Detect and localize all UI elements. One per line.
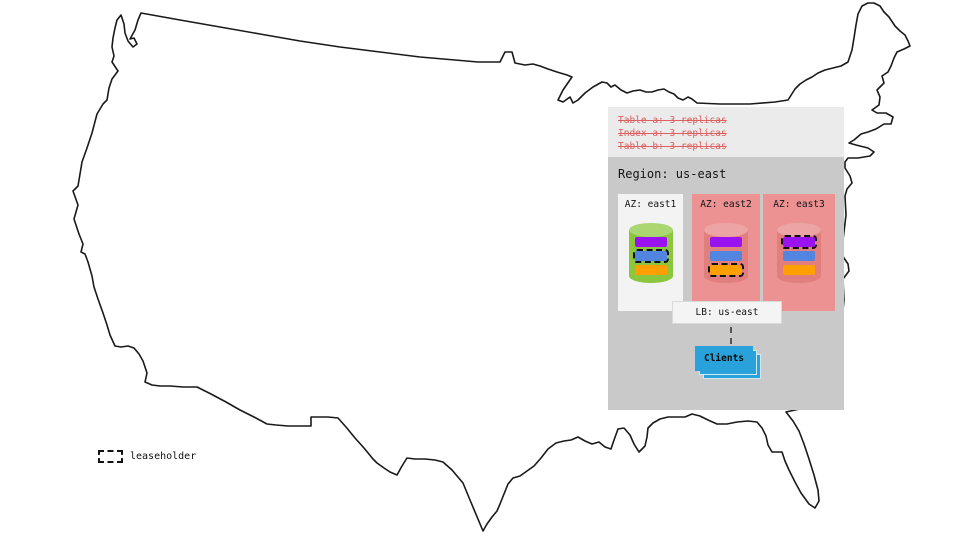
leaseholder-dashed-swatch xyxy=(98,450,123,463)
az-box-east3: AZ: east3 xyxy=(763,194,835,311)
replica-stack xyxy=(781,235,817,277)
az-box-east2: AZ: east2 xyxy=(692,194,760,311)
clients-box: Clients xyxy=(695,346,753,371)
replica-stack xyxy=(708,235,744,277)
replica-bar-leaseholder xyxy=(632,249,669,263)
database-node-cylinder xyxy=(704,223,748,283)
region-title: Region: us-east xyxy=(618,167,727,181)
replica-bar-leaseholder xyxy=(708,263,744,277)
database-node-cylinder xyxy=(628,223,673,283)
schema-note-table-b: Table b: 3 replicas xyxy=(618,141,727,152)
lb-clients-dashed-connector xyxy=(730,327,732,344)
cylinder-top-ellipse xyxy=(777,223,821,237)
replica-bar xyxy=(781,263,817,277)
cylinder-top-ellipse xyxy=(628,223,673,237)
region-box: Region: us-east AZ: east1 AZ: east2 xyxy=(608,157,844,410)
replica-bar xyxy=(633,235,669,249)
leaseholder-legend: leaseholder xyxy=(98,450,196,463)
schema-notes-box: Table a: 3 replicas Index a: 3 replicas … xyxy=(608,107,844,157)
replica-stack xyxy=(632,235,669,277)
database-node-cylinder xyxy=(777,223,821,283)
az-box-east1: AZ: east1 xyxy=(618,194,683,311)
replica-bar-leaseholder xyxy=(781,235,817,249)
replica-bar xyxy=(708,249,744,263)
schema-note-index-a: Index a: 3 replicas xyxy=(618,128,727,139)
load-balancer-box: LB: us-east xyxy=(672,301,782,324)
replica-bar xyxy=(708,235,744,249)
clients-stack: Clients xyxy=(695,346,761,379)
replica-bar xyxy=(781,249,817,263)
cylinder-top-ellipse xyxy=(704,223,748,237)
replica-bar xyxy=(633,263,669,277)
az-east2-label: AZ: east2 xyxy=(700,199,752,210)
az-east1-label: AZ: east1 xyxy=(624,199,677,210)
topology-overlay-panel: Table a: 3 replicas Index a: 3 replicas … xyxy=(608,107,844,410)
az-east3-label: AZ: east3 xyxy=(773,199,825,210)
leaseholder-legend-label: leaseholder xyxy=(130,451,197,462)
schema-note-table-a: Table a: 3 replicas xyxy=(618,115,727,126)
